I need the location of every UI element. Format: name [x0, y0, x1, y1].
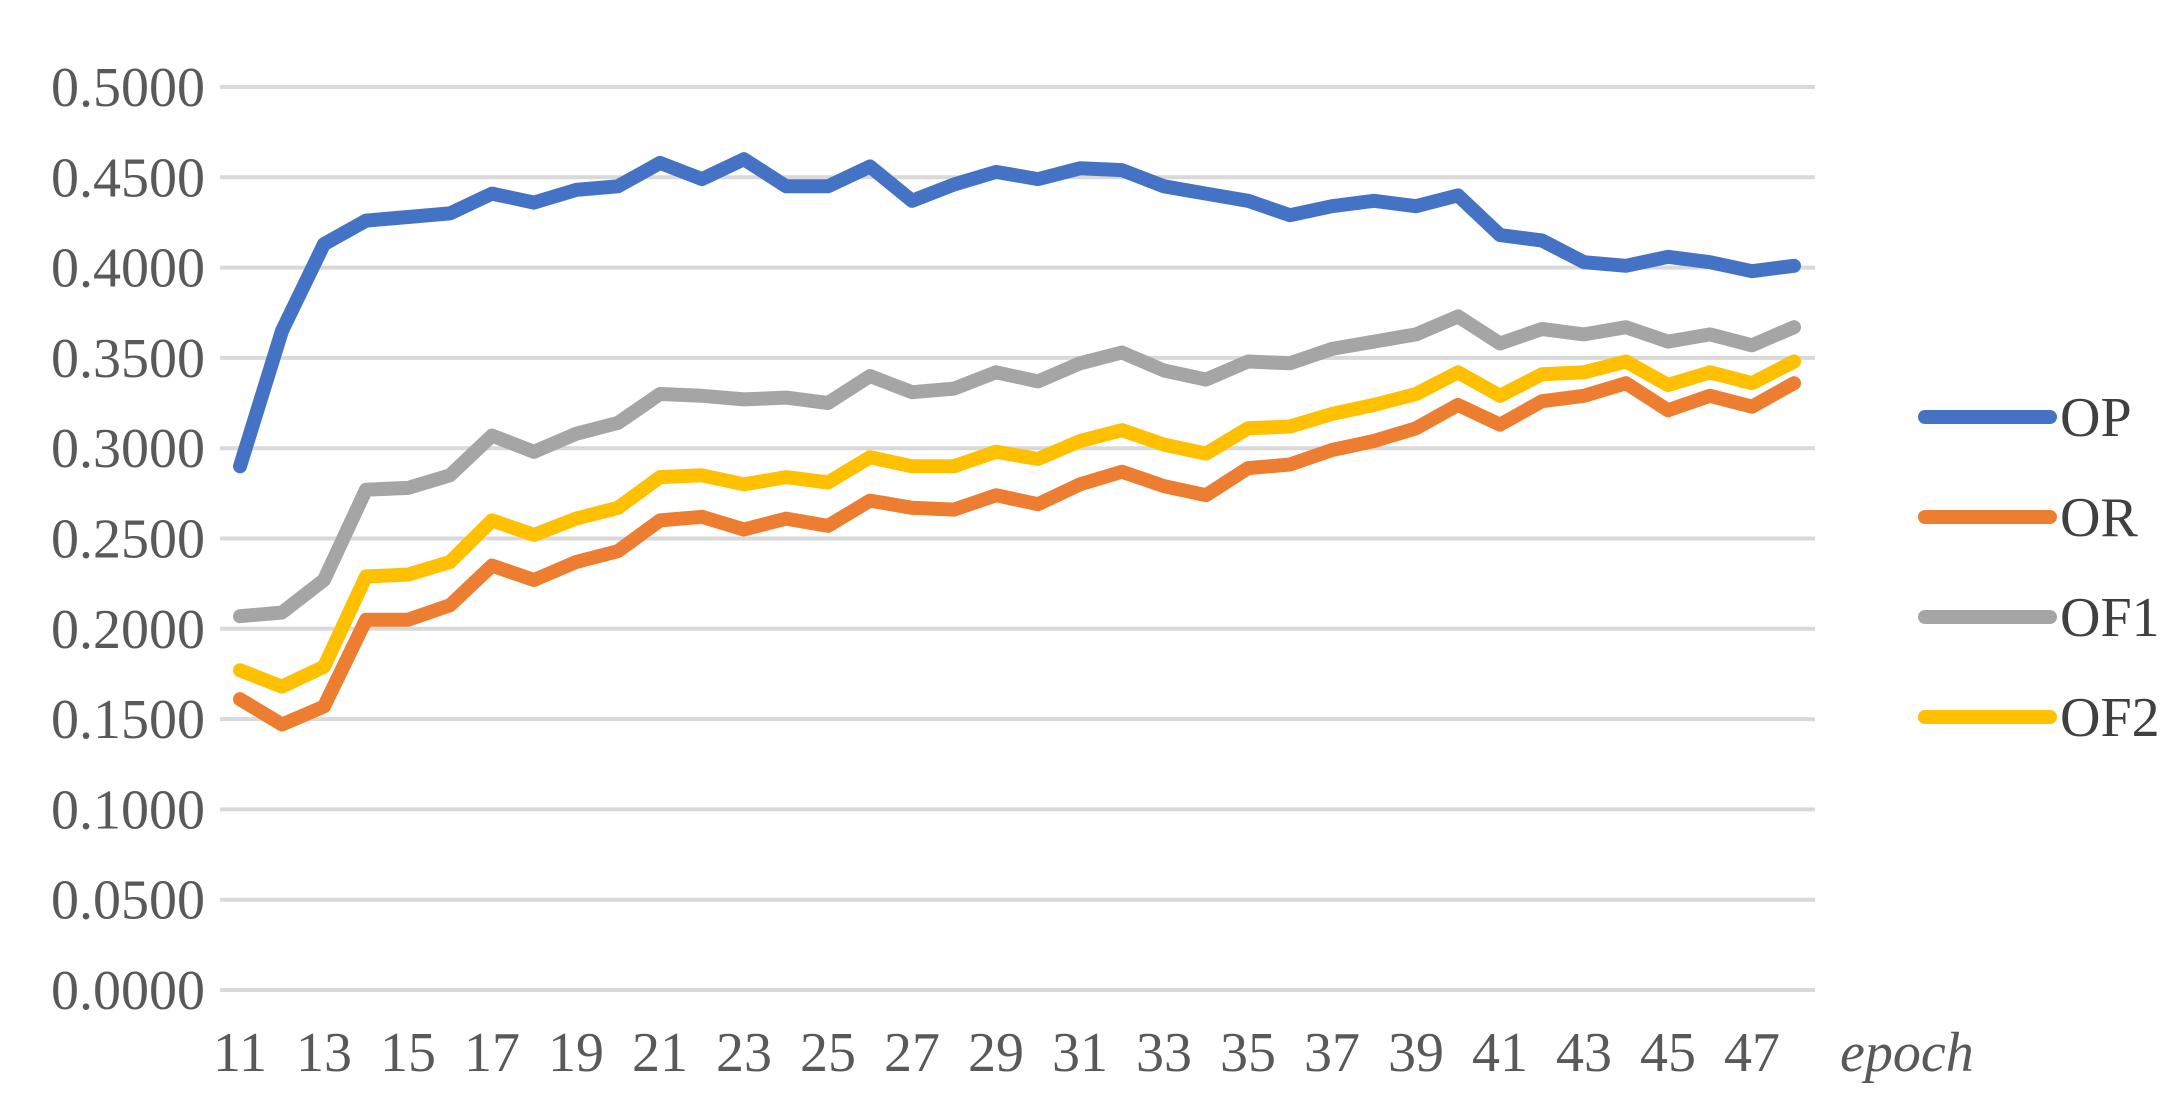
x-tick-label: 31 [1052, 1022, 1108, 1084]
legend-label: OR [2060, 487, 2138, 549]
x-tick-label: 41 [1472, 1022, 1528, 1084]
legend: OP OR OF1 OF2 [1918, 387, 2160, 749]
x-tick-label: 19 [548, 1022, 604, 1084]
x-tick-label: 17 [464, 1022, 520, 1084]
x-tick-label: 21 [632, 1022, 688, 1084]
x-tick-label: 15 [380, 1022, 436, 1084]
series-line-or [233, 376, 1801, 732]
series-line-op [233, 152, 1801, 474]
x-axis-tick-labels: 11 13 15 17 19 21 23 25 27 29 31 33 35 37 39 41 43 45 47 [213, 1022, 1780, 1084]
x-tick-label: 13 [296, 1022, 352, 1084]
legend-label: OP [2060, 387, 2132, 449]
y-tick-label: 0.0500 [51, 870, 205, 932]
x-tick-label: 43 [1556, 1022, 1612, 1084]
x-tick-label: 37 [1304, 1022, 1360, 1084]
legend-item-or: OR [1918, 487, 2138, 549]
legend-item-op: OP [1918, 387, 2132, 449]
legend-label: OF1 [2060, 587, 2160, 649]
y-tick-label: 0.5000 [51, 57, 205, 119]
y-tick-label: 0.3000 [51, 418, 205, 480]
x-tick-label: 23 [716, 1022, 772, 1084]
y-tick-label: 0.1000 [51, 779, 205, 841]
y-tick-label: 0.3500 [51, 328, 205, 390]
x-tick-label: 35 [1220, 1022, 1276, 1084]
x-tick-label: 39 [1388, 1022, 1444, 1084]
x-tick-label: 29 [968, 1022, 1024, 1084]
y-axis-tick-labels: 0.0000 0.0500 0.1000 0.1500 0.2000 0.2500 0.30… [51, 57, 205, 1022]
x-tick-label: 45 [1640, 1022, 1696, 1084]
x-tick-label: 27 [884, 1022, 940, 1084]
legend-item-of1: OF1 [1918, 587, 2160, 649]
x-tick-label: 25 [800, 1022, 856, 1084]
y-tick-label: 0.4000 [51, 238, 205, 300]
y-tick-label: 0.0000 [51, 960, 205, 1022]
y-tick-label: 0.1500 [51, 689, 205, 751]
series-lines [233, 152, 1801, 732]
series-line-of2 [233, 354, 1801, 694]
legend-item-of2: OF2 [1918, 687, 2160, 749]
y-tick-label: 0.4500 [51, 147, 205, 209]
series-line-of1 [233, 309, 1801, 624]
gridlines [220, 85, 1815, 992]
x-tick-label: 33 [1136, 1022, 1192, 1084]
x-tick-label: 11 [213, 1022, 267, 1084]
legend-label: OF2 [2060, 687, 2160, 749]
y-tick-label: 0.2500 [51, 509, 205, 571]
x-axis-title: epoch [1840, 1022, 1974, 1084]
y-tick-label: 0.2000 [51, 599, 205, 661]
x-tick-label: 47 [1724, 1022, 1780, 1084]
